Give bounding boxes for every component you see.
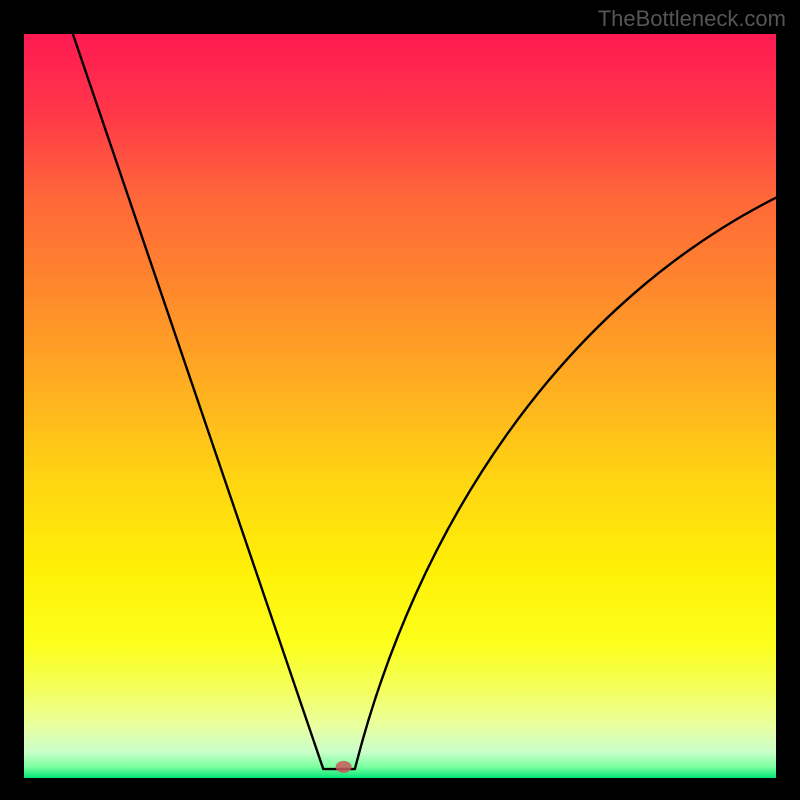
- watermark-text: TheBottleneck.com: [598, 6, 786, 32]
- bottleneck-chart: TheBottleneck.com: [0, 0, 800, 800]
- plot-svg: [0, 0, 800, 800]
- optimal-point-marker: [336, 761, 352, 773]
- gradient-fill: [24, 34, 776, 778]
